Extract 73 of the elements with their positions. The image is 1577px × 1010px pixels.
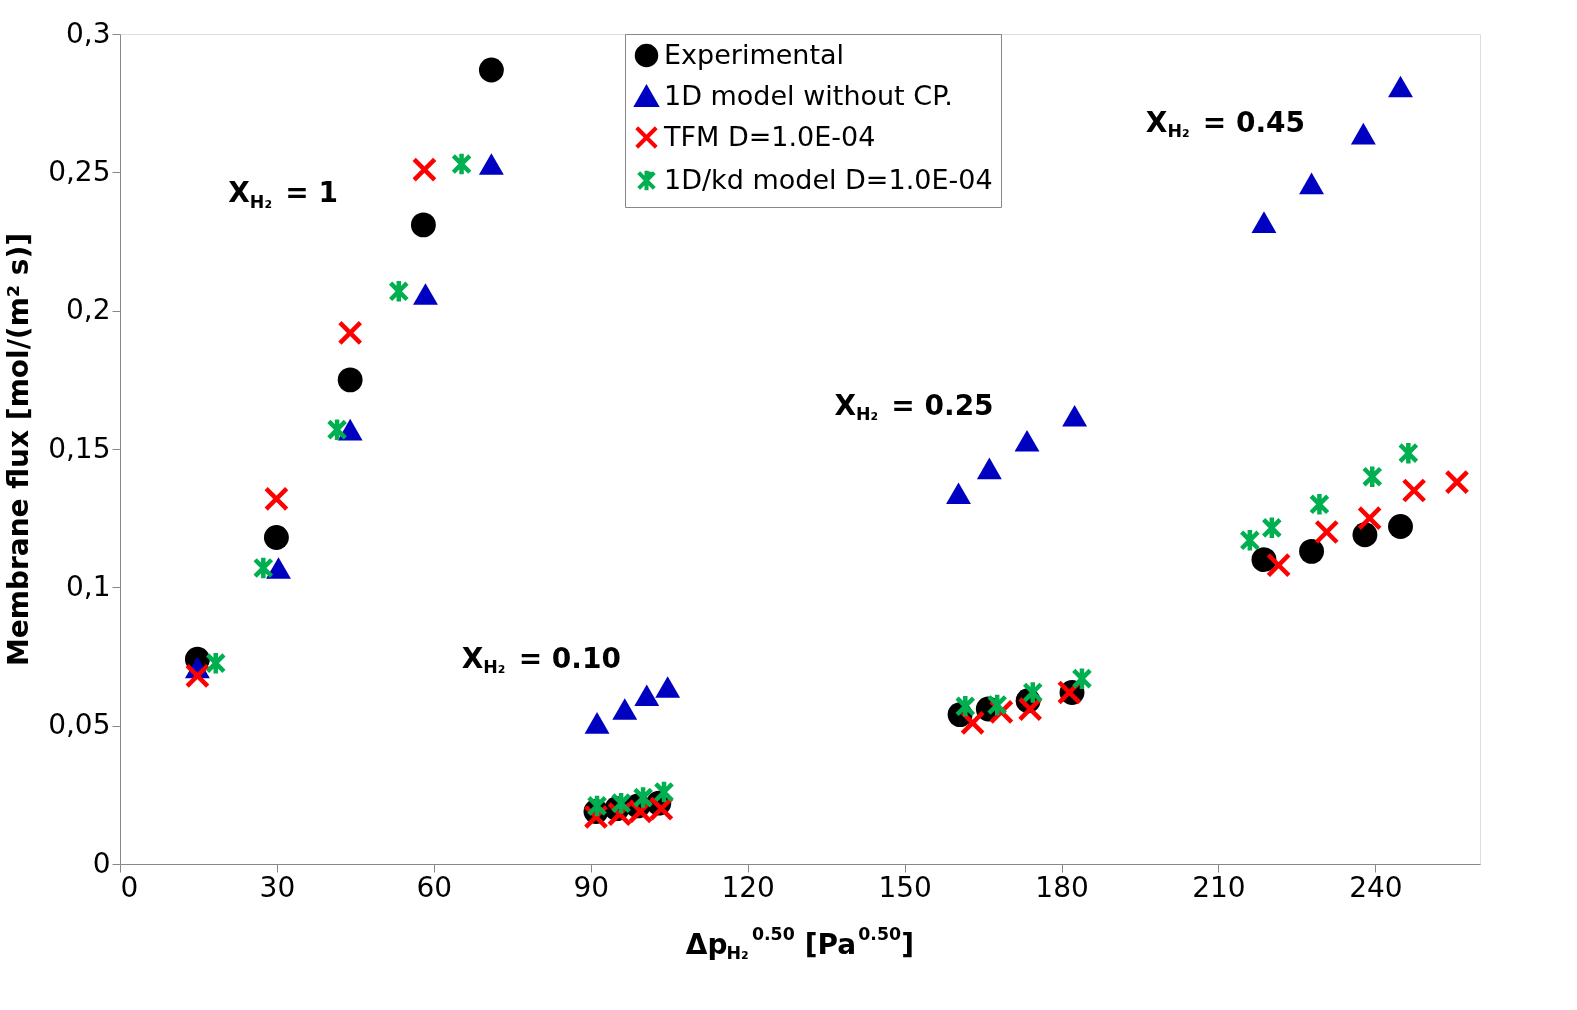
point [478,57,504,83]
point [1266,552,1292,578]
point [263,525,289,550]
legend-label: 1D/kd model D=1.0E-04 [664,163,993,195]
point [946,482,971,505]
point [1308,491,1330,517]
point [1251,211,1277,233]
point [1251,547,1277,573]
point [1397,440,1419,466]
legend-label: 1D model without CP. [664,79,953,111]
point [413,283,438,305]
point [478,153,504,175]
x-tick-label: 150 [878,870,932,904]
point [586,793,608,819]
x-tick-label: 90 [573,870,610,904]
x-tick-label: 240 [1349,870,1403,904]
point [1352,522,1378,548]
y-tick-label: 0,15 [48,431,111,465]
y-tick-label: 0,25 [48,154,111,188]
point [1022,679,1044,705]
x-tick-label: 180 [1035,870,1089,904]
point [634,684,660,707]
point [976,457,1002,480]
point [610,790,632,816]
point [954,693,976,719]
point [252,555,274,581]
point [1361,464,1383,490]
legend-label: TFM D=1.0E-04 [663,120,876,152]
point [1239,527,1261,553]
point [1401,478,1427,503]
point [632,785,654,811]
point [411,157,437,183]
point [960,710,986,736]
y-tick-label: 0 [92,846,111,880]
point [1299,172,1325,195]
y-tick-label: 0,3 [65,16,111,50]
point [1357,505,1383,531]
point [263,486,289,512]
point [410,212,436,238]
point [337,320,363,346]
x-tick-label: 30 [259,870,296,904]
point [986,692,1008,718]
point [1014,429,1040,452]
point [612,698,638,720]
point [326,417,348,443]
point [184,663,210,689]
point [584,712,610,734]
x-tick-label: 0 [120,870,139,904]
x-tick-label: 60 [416,870,453,904]
point [655,676,681,698]
point [205,650,227,676]
point [337,367,363,393]
point [1261,515,1283,541]
y-tick-label: 0,2 [65,293,111,327]
y-tick-label: 0,05 [48,708,111,742]
legend-label: Experimental [664,38,845,70]
x-tick-label: 210 [1192,870,1246,904]
point [266,557,291,579]
point [1071,666,1093,692]
y-axis-title: Membrane flux [mol/(m² s)] [2,232,36,667]
point [388,278,410,304]
y-tick-label: 0,1 [65,569,111,603]
point [1062,405,1088,427]
point [1350,122,1376,145]
point [1299,538,1325,564]
point [1314,519,1340,545]
point [1388,75,1413,98]
point [1444,469,1470,495]
x-tick-label: 120 [721,870,775,904]
point [653,779,675,805]
point [1388,514,1413,539]
point [1017,696,1043,722]
point [451,151,473,177]
